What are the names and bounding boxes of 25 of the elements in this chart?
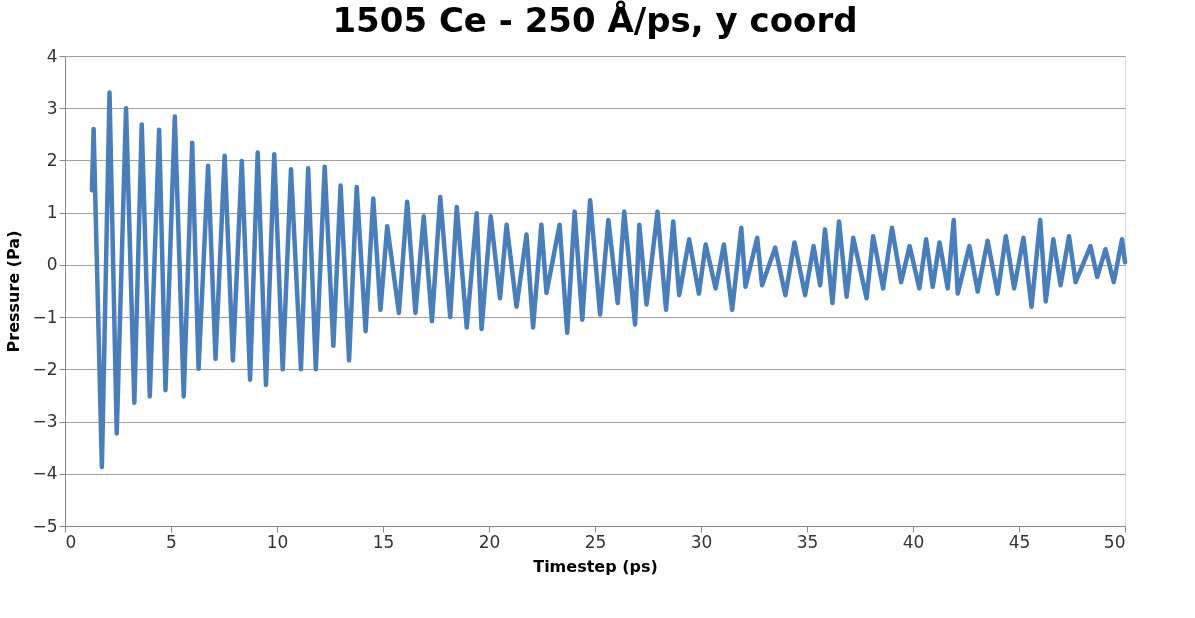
y-tick-label: 3: [46, 97, 58, 118]
y-tick-label: −1: [32, 306, 58, 327]
y-tick-label: −5: [32, 515, 58, 536]
y-tick-label: −3: [32, 411, 58, 432]
y-tick-label: 4: [46, 45, 58, 66]
y-tick-label: −2: [32, 358, 58, 379]
x-tick-label: 40: [902, 531, 925, 552]
x-axis-title: Timestep (ps): [533, 556, 658, 576]
x-tick-label: 50: [1103, 531, 1126, 552]
y-tick-label: 2: [46, 149, 58, 170]
x-tick-label: 30: [690, 531, 713, 552]
x-tick-label: 10: [266, 531, 289, 552]
x-tick-label: 20: [478, 531, 501, 552]
x-tick-label: 15: [372, 531, 395, 552]
chart-title: 1505 Ce - 250 Å/ps, y coord: [332, 0, 858, 40]
x-tick-label: 45: [1008, 531, 1031, 552]
x-tick-label: 25: [584, 531, 607, 552]
y-tick-label: 1: [46, 202, 58, 223]
x-tick-label: 0: [65, 531, 77, 552]
y-tick-label: −4: [32, 463, 58, 484]
x-tick-label: 35: [796, 531, 819, 552]
line-series: [89, 90, 1128, 470]
y-tick-label: 0: [46, 254, 58, 275]
y-axis-title: Pressure (Pa): [4, 230, 24, 353]
x-tick-label: 5: [166, 531, 177, 552]
